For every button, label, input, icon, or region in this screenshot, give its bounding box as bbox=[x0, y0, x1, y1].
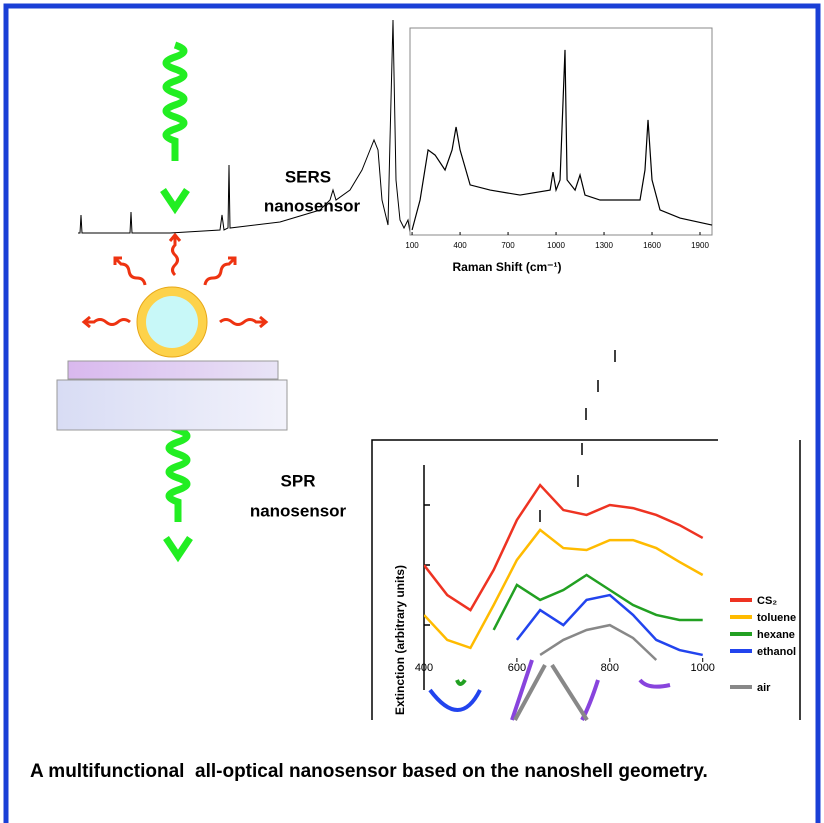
x-tick-label: 1300 bbox=[595, 241, 613, 250]
light-in bbox=[160, 41, 190, 215]
legend-label: air bbox=[757, 682, 771, 694]
caption: A multifunctional all-optical nanosensor… bbox=[30, 761, 708, 782]
y-axis-label: Extinction (arbitrary units) bbox=[393, 565, 407, 715]
x-tick-label: 400 bbox=[453, 241, 467, 250]
spr-frame bbox=[371, 350, 801, 720]
legend-label: hexane bbox=[757, 629, 795, 641]
sers-label: SERS bbox=[285, 167, 331, 186]
spectrum bbox=[492, 573, 703, 631]
x-tick-label: 800 bbox=[601, 662, 619, 674]
core bbox=[146, 296, 198, 348]
spr-label: nanosensor bbox=[250, 501, 347, 520]
sers-plot-frame bbox=[409, 27, 713, 236]
reference-spectrum bbox=[78, 19, 411, 234]
spr-label: SPR bbox=[281, 471, 316, 490]
x-tick-label: 1900 bbox=[691, 241, 709, 250]
substrate bbox=[56, 379, 288, 431]
film bbox=[67, 360, 279, 380]
overlap-traces bbox=[428, 659, 671, 722]
x-tick-label: 100 bbox=[405, 241, 419, 250]
legend-label: toluene bbox=[757, 612, 796, 624]
x-tick-label: 1000 bbox=[547, 241, 565, 250]
spectrum bbox=[411, 49, 713, 231]
spectrum bbox=[424, 528, 704, 650]
x-tick-label: 1600 bbox=[643, 241, 661, 250]
frame bbox=[3, 3, 821, 823]
x-tick-label: 600 bbox=[508, 662, 526, 674]
legend-label: CS₂ bbox=[757, 595, 777, 607]
x-axis-label: Raman Shift (cm⁻¹) bbox=[452, 260, 561, 274]
spectrum bbox=[424, 483, 704, 612]
x-tick-label: 1000 bbox=[690, 662, 714, 674]
x-tick-label: 400 bbox=[415, 662, 433, 674]
x-tick-label: 700 bbox=[501, 241, 515, 250]
spr-plot bbox=[424, 483, 704, 661]
scatter-arrows bbox=[81, 232, 269, 329]
spectrum bbox=[539, 623, 658, 661]
legend-label: ethanol bbox=[757, 646, 796, 658]
sers-label: nanosensor bbox=[264, 196, 361, 215]
spectrum bbox=[515, 593, 703, 657]
